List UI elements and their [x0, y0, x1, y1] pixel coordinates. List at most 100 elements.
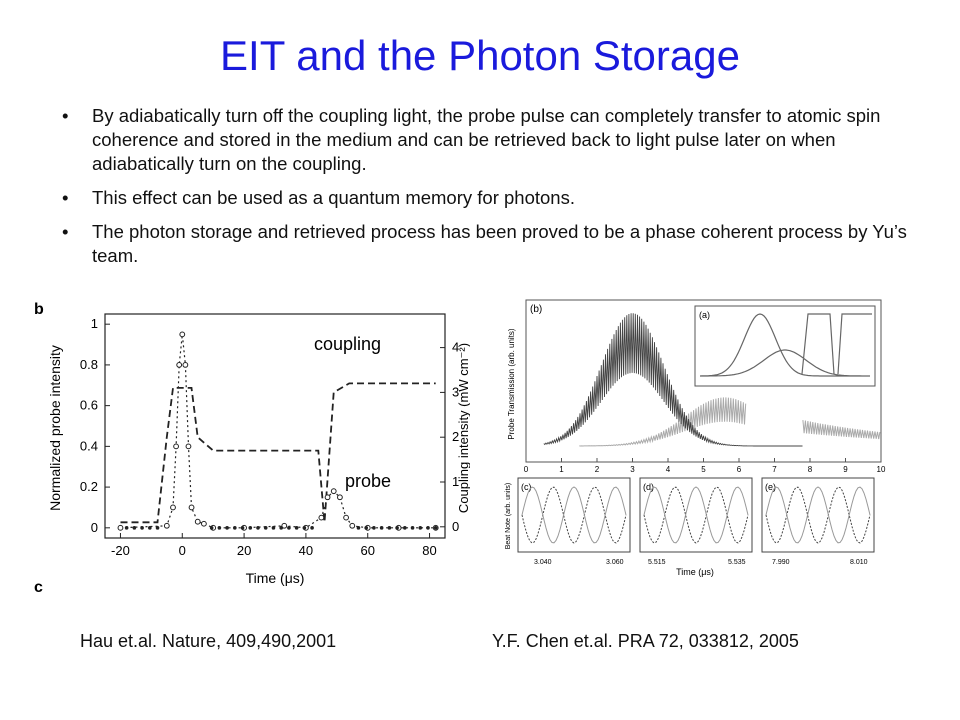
beat-note-wave: [765, 486, 871, 544]
caption-right: Y.F. Chen et.al. PRA 72, 033812, 2005: [492, 631, 799, 651]
panel-d-tick-right: 5.535: [728, 559, 746, 566]
y-tick-label: 1: [91, 316, 98, 331]
y-tick-label: 0.6: [80, 398, 98, 413]
probe-data-point: [349, 522, 356, 529]
dark-trace: [543, 313, 803, 447]
probe-baseline-point: [410, 526, 415, 530]
panel-e-tick-right: 8.010: [850, 559, 868, 566]
bottom-y-axis-label: Beat Note (arb. units): [505, 483, 512, 550]
y2-tick-label: 4: [452, 340, 459, 355]
beat-note-wave: [643, 486, 749, 544]
right-figure: (b) 0 1 2 3 4 5 6 7 8 9 10 Probe Transmission (arb…: [490, 296, 890, 586]
y2-tick-label: 3: [452, 384, 459, 399]
beat-note-wave: [643, 486, 749, 544]
probe-data-point: [170, 504, 176, 511]
probe-baseline-point: [240, 526, 245, 530]
y2-tick-label: 1: [452, 474, 459, 489]
probe-data-point: [173, 443, 179, 450]
probe-data-point: [201, 520, 207, 527]
panel-label-b: b: [34, 301, 44, 318]
coupling-annotation: coupling: [314, 334, 381, 354]
left-axis-ticks: -20 0 20 40 60 80 0 0.2 0.4 0.6 0.8 1 0 1 2 3 4: [80, 316, 459, 558]
main-x-tick-label: 7: [772, 465, 777, 474]
probe-baseline-point: [310, 526, 314, 530]
beat-note-wave: [521, 486, 627, 544]
bottom-x-axis-label: Time (μs): [676, 567, 714, 577]
panel-d: (d) 5.515 5.535: [639, 477, 753, 566]
probe-baseline-point: [387, 526, 392, 530]
probe-baseline-point: [433, 526, 438, 530]
y-tick-label: 0.8: [80, 357, 98, 372]
probe-baseline-point: [356, 526, 361, 530]
panel-label-c: c: [34, 579, 43, 596]
probe-baseline-point: [287, 526, 291, 530]
light-trace: [579, 397, 881, 447]
probe-data-point: [179, 331, 186, 338]
main-x-tick-label: 0: [524, 465, 529, 474]
coupling-curve: [120, 382, 436, 524]
bullet-item: The photon storage and retrieved process…: [58, 220, 920, 268]
x-tick-label: 40: [299, 543, 313, 558]
x-tick-label: -20: [111, 543, 130, 558]
bullet-item: By adiabatically turn off the coupling l…: [58, 104, 920, 176]
main-x-tick-label: 5: [701, 465, 706, 474]
probe-baseline-point: [155, 526, 160, 530]
probe-baseline-point: [364, 526, 368, 530]
panel-c-label: (c): [521, 482, 532, 492]
main-x-tick-label: 10: [877, 465, 886, 474]
beat-note-wave: [765, 486, 871, 544]
inset-traces: [699, 313, 872, 377]
probe-data-point: [194, 518, 201, 525]
x-tick-label: 60: [360, 543, 374, 558]
y-axis-label-right: Coupling intensity (mW cm⁻²): [456, 343, 470, 513]
probe-data-point: [324, 494, 331, 501]
panel-c-tick-right: 3.060: [606, 559, 624, 566]
plot-frame: [104, 313, 446, 539]
inset-frame: [694, 305, 876, 387]
x-axis-label: Time (μs): [246, 570, 305, 586]
probe-baseline-point: [263, 526, 268, 530]
probe-data-point: [343, 514, 349, 521]
y-tick-label: 0: [91, 520, 98, 535]
probe-baseline-point: [225, 526, 229, 530]
main-x-tick-label: 9: [843, 465, 848, 474]
probe-data-point: [163, 522, 170, 529]
panel-d-label: (d): [643, 482, 654, 492]
panel-c: (c) 3.040 3.060: [517, 477, 631, 566]
probe-data-point: [117, 524, 124, 531]
y-axis-label-left: Normalized probe intensity: [47, 345, 63, 511]
probe-baseline-point: [233, 526, 237, 530]
y2-tick-label: 0: [452, 519, 459, 534]
beat-note-wave: [521, 486, 627, 544]
probe-data-point: [176, 362, 183, 368]
caption-left: Hau et.al. Nature, 409,490,2001: [80, 631, 337, 651]
inset-panel-label: (a): [699, 310, 710, 320]
left-plot-svg: b c -20 0 20 40 60 80 0 0.2 0.4 0.6 0.8 1 0 1 2 3 4 Norm…: [34, 301, 470, 596]
y2-tick-label: 2: [452, 429, 459, 444]
main-x-tick-label: 4: [666, 465, 671, 474]
panel-e-label: (e): [765, 482, 776, 492]
probe-baseline-point: [140, 526, 144, 530]
probe-baseline-point: [395, 526, 399, 530]
probe-data-point: [318, 514, 325, 521]
probe-baseline-point: [148, 526, 152, 530]
main-x-tick-label: 3: [630, 465, 635, 474]
probe-baseline-point: [256, 526, 260, 530]
main-x-tick-label: 2: [595, 465, 600, 474]
probe-data-point: [330, 488, 337, 495]
panel-e-tick-left: 7.990: [772, 559, 790, 566]
probe-baseline-point: [372, 526, 376, 530]
probe-data-point: [185, 443, 192, 450]
main-x-tick-label: 8: [808, 465, 813, 474]
probe-data-point: [337, 494, 343, 501]
probe-baseline-point: [403, 526, 407, 530]
probe-baseline-point: [217, 526, 222, 530]
panel-c-tick-left: 3.040: [534, 559, 552, 566]
probe-curve: [120, 334, 436, 529]
probe-baseline-point: [124, 526, 129, 530]
probe-baseline-point: [279, 526, 283, 530]
probe-baseline-point: [302, 526, 307, 530]
x-tick-label: 80: [422, 543, 436, 558]
probe-data-point: [188, 504, 195, 511]
y-tick-label: 0.2: [80, 479, 98, 494]
